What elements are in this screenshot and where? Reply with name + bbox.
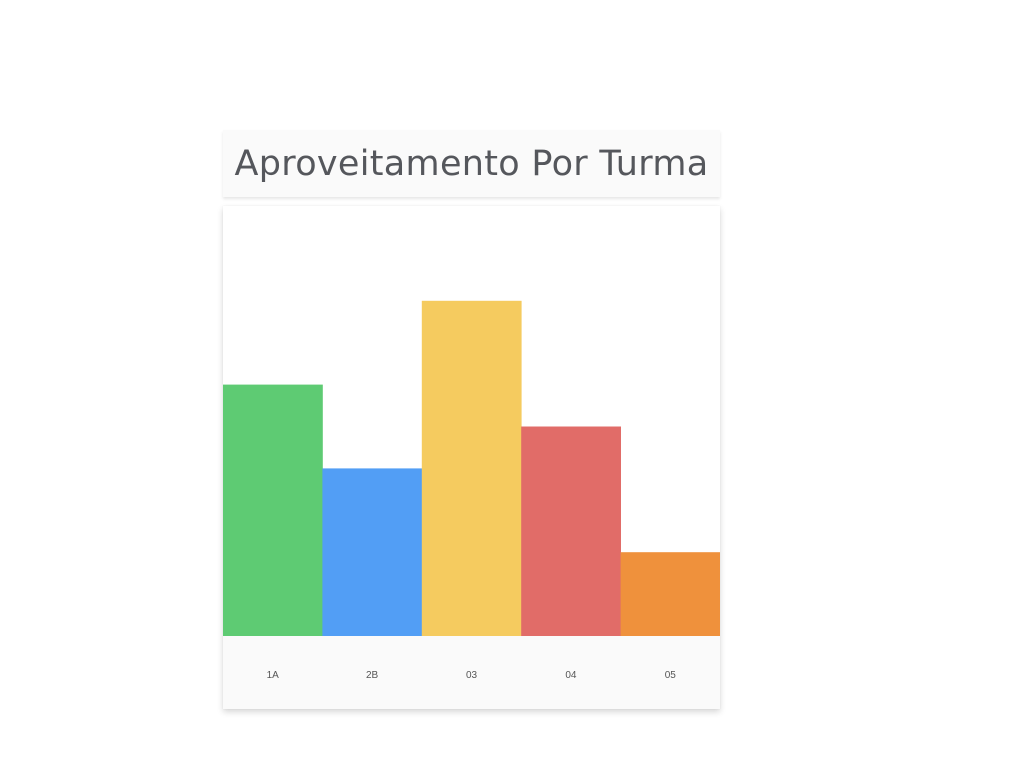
bar-1A <box>223 384 323 636</box>
chart-card: 1A 2B 03 04 05 <box>223 206 720 709</box>
bar-03 <box>421 300 522 636</box>
x-tick-label-1A: 1A <box>267 670 280 681</box>
bar-05 <box>620 552 720 636</box>
chart-title: Aproveitamento Por Turma <box>234 143 709 184</box>
bar-chart: 1A 2B 03 04 05 <box>223 300 720 681</box>
x-tick-label-05: 05 <box>665 670 677 681</box>
bar-2B <box>322 468 423 636</box>
x-tick-label-03: 03 <box>466 670 478 681</box>
x-axis-strip <box>223 636 720 709</box>
x-tick-label-2B: 2B <box>366 670 379 681</box>
chart-header: Aproveitamento Por Turma <box>223 130 720 197</box>
x-tick-label-04: 04 <box>565 670 577 681</box>
bar-04 <box>521 426 621 636</box>
